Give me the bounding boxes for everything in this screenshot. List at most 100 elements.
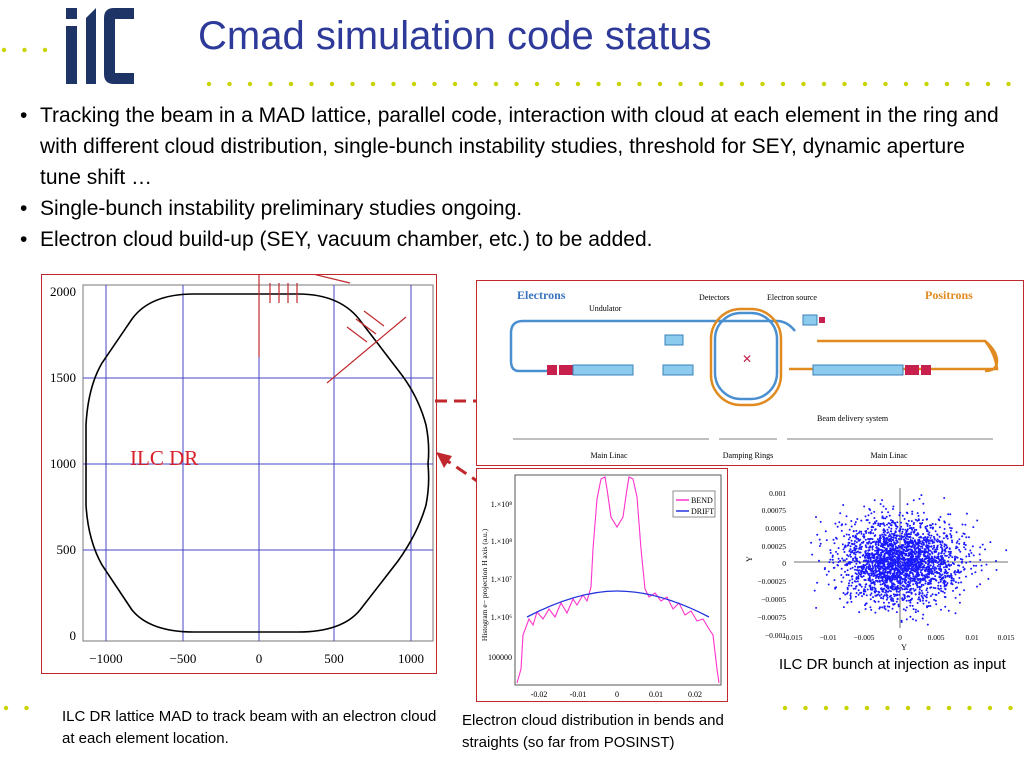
particle-point	[827, 583, 830, 586]
particle-point	[900, 621, 903, 623]
particle-point	[970, 552, 973, 554]
particle-point	[874, 549, 877, 552]
particle-point	[919, 571, 922, 574]
particle-point	[926, 546, 929, 549]
particle-point	[941, 573, 944, 576]
particle-point	[923, 536, 926, 539]
particle-point	[923, 578, 926, 581]
particle-point	[919, 580, 922, 583]
particle-point	[922, 602, 925, 605]
particle-point	[886, 542, 888, 545]
particle-point	[915, 573, 918, 576]
particle-point	[937, 584, 940, 587]
y-tick-label: 0	[782, 559, 786, 568]
particle-point	[899, 576, 902, 579]
particle-point	[931, 570, 934, 573]
particle-point	[899, 529, 901, 532]
particle-point	[878, 536, 881, 539]
particle-point	[947, 574, 950, 577]
particle-point	[897, 558, 900, 561]
particle-point	[897, 538, 900, 540]
particle-point	[930, 595, 932, 597]
particle-point	[965, 512, 968, 515]
particle-point	[944, 580, 947, 583]
particle-point	[858, 566, 861, 568]
particle-point	[894, 531, 897, 533]
particle-point	[917, 533, 920, 536]
decor-dot	[555, 81, 560, 87]
particle-point	[849, 545, 852, 548]
particle-point	[910, 531, 913, 534]
decor-dot	[844, 705, 849, 711]
particle-point	[868, 574, 871, 577]
particle-point	[858, 539, 861, 542]
particle-point	[841, 543, 844, 546]
particle-point	[857, 575, 860, 577]
particle-point	[893, 567, 896, 570]
decor-dot	[24, 705, 29, 711]
particle-point	[876, 566, 879, 569]
legend-entry: BEND	[691, 496, 713, 505]
particle-point	[877, 561, 880, 564]
particle-point	[909, 578, 912, 581]
x-tick-label: 1000	[398, 651, 424, 666]
particle-point	[869, 558, 872, 561]
particle-point	[919, 553, 922, 556]
particle-point	[929, 526, 932, 529]
particle-point	[956, 546, 959, 549]
particle-point	[960, 561, 963, 564]
particle-point	[921, 562, 924, 565]
particle-point	[933, 571, 936, 574]
particle-point	[920, 594, 923, 597]
particle-point	[899, 580, 902, 583]
particle-point	[859, 546, 862, 549]
particle-point	[930, 545, 933, 548]
particle-point	[851, 578, 854, 581]
y-tick-label: 1.×10⁷	[491, 575, 513, 584]
page-title: Cmad simulation code status	[198, 14, 712, 58]
particle-point	[929, 586, 932, 589]
particle-point	[899, 511, 902, 514]
svg-text:✕: ✕	[742, 352, 752, 366]
particle-point	[908, 582, 911, 585]
particle-point	[950, 534, 953, 537]
particle-point	[909, 539, 912, 541]
particle-point	[847, 541, 850, 544]
particle-point	[896, 586, 899, 589]
particle-point	[942, 566, 945, 569]
particle-point	[933, 541, 936, 544]
decor-dot	[473, 81, 478, 87]
particle-point	[919, 598, 921, 601]
particle-point	[894, 549, 897, 552]
particle-point	[885, 598, 888, 601]
particle-point	[909, 562, 912, 564]
particle-point	[909, 533, 912, 536]
decor-dot	[534, 81, 540, 87]
particle-point	[898, 535, 901, 538]
particle-point	[949, 533, 952, 535]
particle-point	[862, 563, 865, 566]
particle-point	[933, 566, 936, 569]
particle-point	[903, 561, 906, 564]
particle-point	[979, 559, 982, 561]
particle-point	[876, 579, 878, 582]
particle-point	[937, 587, 940, 590]
decor-dot	[637, 81, 642, 87]
decor-dot	[350, 81, 355, 87]
x-tick-label: −0.01	[819, 633, 837, 642]
particle-point	[876, 538, 879, 541]
particle-point	[922, 584, 925, 586]
particle-point	[950, 582, 953, 585]
particle-point	[865, 594, 868, 597]
particle-point	[883, 546, 886, 549]
particle-point	[886, 523, 889, 526]
particle-point	[943, 532, 946, 535]
particle-point	[890, 521, 893, 524]
particle-point	[878, 579, 881, 582]
particle-point	[857, 571, 860, 574]
particle-point	[864, 590, 867, 593]
particle-point	[905, 578, 907, 581]
particle-point	[904, 574, 906, 577]
particle-point	[920, 569, 923, 572]
particle-point	[879, 535, 882, 537]
